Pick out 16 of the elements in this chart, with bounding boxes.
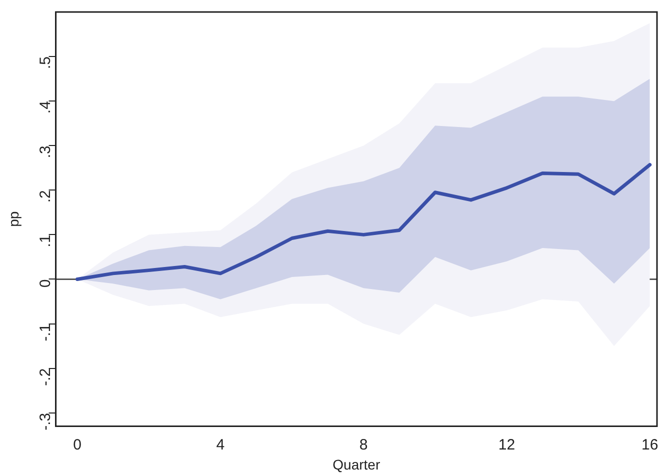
y-tick-label: .3 (36, 146, 54, 158)
x-tick-label: 0 (73, 436, 82, 454)
y-tick-label: .2 (36, 190, 54, 203)
y-tick-label: .1 (36, 234, 54, 248)
x-tick-label: 8 (359, 436, 368, 454)
x-tick-label: 4 (216, 436, 225, 454)
y-tick-label: -.3 (36, 412, 54, 430)
y-tick-label: 0 (36, 279, 54, 288)
y-axis-title: pp (5, 211, 22, 227)
x-tick-label: 16 (642, 436, 658, 454)
y-tick-label: -.2 (36, 368, 54, 386)
x-axis-title: Quarter (332, 456, 380, 472)
x-tick-label: 12 (498, 436, 516, 454)
y-tick-label: .5 (36, 56, 54, 70)
y-tick-label: .4 (36, 101, 54, 114)
y-tick-label: -.1 (36, 324, 54, 342)
